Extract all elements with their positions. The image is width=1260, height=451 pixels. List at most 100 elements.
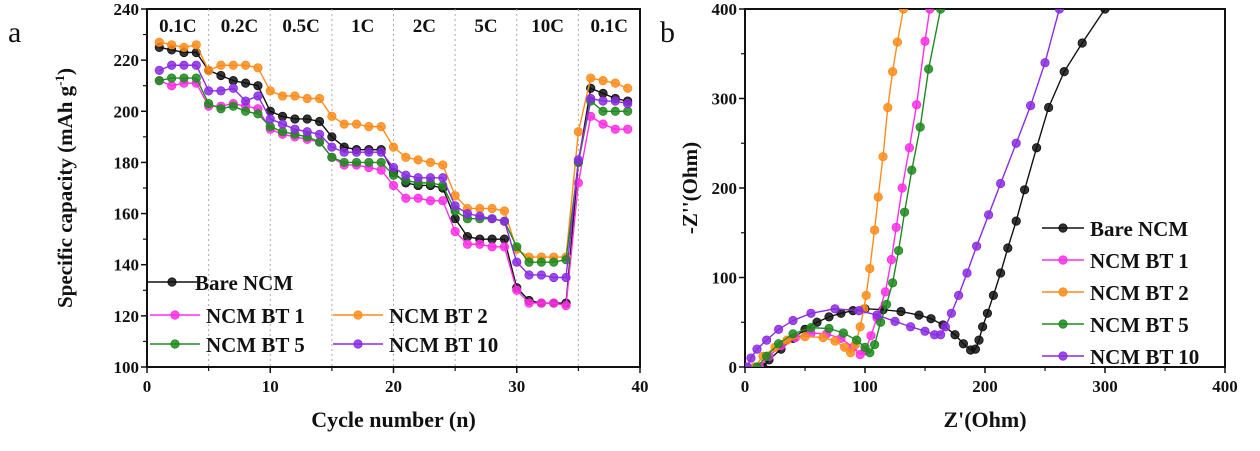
data-point <box>886 255 897 265</box>
data-point <box>891 222 901 232</box>
panel-a-rate-capability: a 0 10 20 30 40 100 120 140 160 180 200 220 240 Cycle … <box>8 0 649 432</box>
y-tick-label: 240 <box>114 0 140 19</box>
data-point <box>351 119 362 129</box>
data-point <box>462 208 473 219</box>
data-point <box>610 96 620 106</box>
y-tick-label: 220 <box>114 51 140 70</box>
data-point <box>845 348 856 358</box>
data-point <box>339 147 349 157</box>
data-point <box>499 216 510 226</box>
data-point <box>830 304 840 314</box>
data-point <box>364 122 374 132</box>
data-point <box>351 157 362 168</box>
data-point <box>204 99 214 109</box>
data-point <box>401 170 411 180</box>
data-point <box>512 257 522 267</box>
data-point <box>890 316 900 326</box>
data-point <box>892 37 903 47</box>
data-point <box>920 326 930 336</box>
data-point <box>926 314 936 324</box>
data-point <box>438 196 448 206</box>
data-point <box>179 60 189 70</box>
data-point <box>950 330 960 340</box>
data-point <box>327 152 337 162</box>
data-point <box>1011 138 1021 148</box>
data-point <box>524 298 534 308</box>
data-point <box>204 86 214 96</box>
data-point <box>302 127 312 137</box>
legend-marker <box>167 277 177 287</box>
data-point <box>450 226 460 237</box>
data-point <box>866 331 876 341</box>
y-axis-title-superscript: -1 <box>52 75 67 86</box>
data-point <box>915 122 925 132</box>
legend: Bare NCM NCM BT 1 NCM BT 2 NCM BT 5 NCM BT 1… <box>1042 217 1199 369</box>
data-point <box>277 119 288 129</box>
data-point <box>339 119 349 129</box>
data-point <box>339 157 349 168</box>
y-tick-label: 120 <box>114 307 140 326</box>
data-point <box>561 301 571 311</box>
data-point <box>401 193 411 203</box>
y-tick-label: 100 <box>114 358 140 377</box>
legend-label: NCM BT 10 <box>389 333 498 357</box>
data-point <box>911 100 922 110</box>
data-point <box>216 60 226 70</box>
data-point <box>314 93 325 104</box>
data-point <box>179 42 189 52</box>
data-point <box>475 203 485 214</box>
data-point <box>971 241 982 251</box>
data-point <box>549 257 559 267</box>
data-point <box>549 272 559 283</box>
x-tick-label: 10 <box>262 377 279 396</box>
data-point <box>773 339 784 349</box>
data-point <box>887 67 898 77</box>
series-ncm-bt-1 <box>754 9 935 367</box>
x-tick-label: 400 <box>1212 377 1238 396</box>
data-point <box>524 257 534 267</box>
x-axis-title: Z'(Ohm) <box>943 407 1026 432</box>
data-point <box>1032 143 1042 153</box>
series-ncm-bt-10 <box>154 60 633 283</box>
data-point <box>487 203 497 214</box>
data-point <box>920 36 930 46</box>
x-tick-label: 20 <box>385 377 402 396</box>
y-tick-label: 0 <box>729 358 738 377</box>
data-point <box>1003 243 1013 253</box>
y-tick-label: 400 <box>712 0 738 19</box>
data-point <box>812 317 822 327</box>
data-point <box>824 312 834 322</box>
y-tick-label: 180 <box>114 153 140 172</box>
y-tick-label: 140 <box>114 256 140 275</box>
data-point <box>988 290 999 300</box>
data-point <box>475 239 485 249</box>
panel-label-b: b <box>660 16 675 49</box>
data-point <box>761 335 772 345</box>
legend-marker <box>1058 319 1068 329</box>
rate-label: 1C <box>351 16 374 37</box>
panel-b-nyquist-plot: b 0 100 200 300 400 0 100 200 300 400 Z'(Ohm) -Z''(O… <box>660 0 1238 432</box>
data-point <box>761 351 772 361</box>
data-point <box>425 157 436 168</box>
y-axis-title-close: ) <box>53 68 77 75</box>
data-point <box>573 155 583 165</box>
data-point <box>923 64 934 74</box>
x-tick-label: 200 <box>972 377 998 396</box>
data-point <box>893 246 904 256</box>
data-point <box>265 86 275 96</box>
data-point <box>549 298 559 308</box>
x-tick-label: 100 <box>852 377 878 396</box>
data-point <box>228 101 238 111</box>
data-point <box>995 268 1006 278</box>
data-point <box>586 93 596 104</box>
data-point <box>839 342 850 352</box>
data-point <box>524 270 534 280</box>
data-point <box>623 99 633 109</box>
data-point <box>376 147 386 157</box>
rate-label: 0.5C <box>282 16 319 37</box>
data-point <box>401 152 411 162</box>
data-point <box>878 152 888 162</box>
data-point <box>855 322 865 332</box>
legend-marker <box>353 310 363 320</box>
